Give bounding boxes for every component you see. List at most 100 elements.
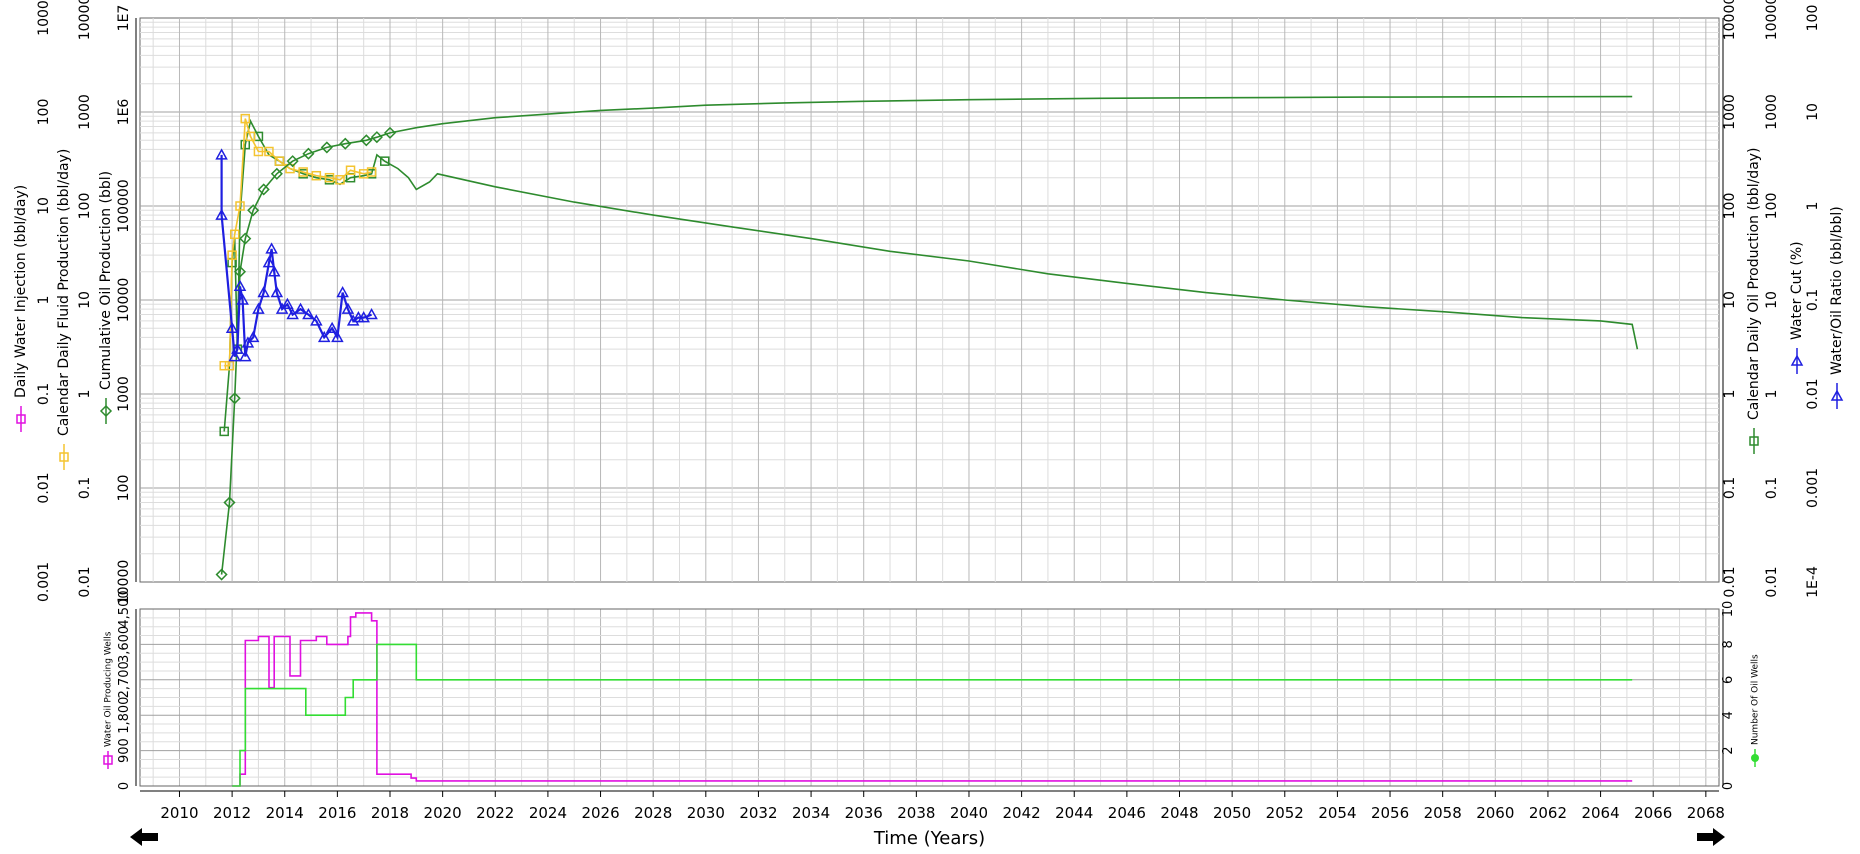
series-line [223, 118, 1639, 432]
data-point [219, 426, 229, 437]
data-point [270, 286, 284, 298]
left-axis-2-tick: 10000 [116, 278, 132, 323]
legend-marker [228, 350, 242, 362]
legend-marker [366, 167, 377, 177]
legend-marker [215, 148, 228, 160]
x-tick-label: 2054 [1318, 804, 1356, 822]
legend-water-oil-wells-label: Water Oil Producing Wells [104, 631, 114, 747]
data-point [311, 170, 322, 181]
upper-grid [139, 17, 1720, 786]
left-axis-0-tick: 10 [36, 197, 52, 215]
legend-marker [215, 568, 228, 581]
legend-marker [233, 265, 247, 278]
scroll-right-button[interactable] [1693, 826, 1727, 850]
wells-left-tick: 2,700 [117, 661, 132, 698]
legend-marker [16, 414, 26, 424]
data-point [285, 163, 295, 174]
data-point [262, 256, 276, 268]
wells-series-1 [232, 643, 1633, 787]
data-point [247, 204, 260, 217]
legend-marker [310, 314, 323, 326]
legend-marker [229, 229, 240, 240]
wells-right-tick: 2 [1721, 746, 1736, 754]
legend-marker [247, 204, 260, 217]
x-tick-label: 2034 [792, 804, 830, 822]
right-axis-2-tick: 0.1 [1805, 289, 1821, 311]
data-point [383, 126, 397, 139]
legend-water-oil-ratio-label: Water/Oil Ratio (bbl/bbl) [1829, 206, 1845, 375]
x-tick-label: 2018 [371, 804, 409, 822]
wells-right-tick: 0 [1721, 782, 1736, 790]
data-point [224, 360, 235, 371]
left-axis-2-tick: 10000 [116, 560, 132, 605]
data-point [228, 350, 242, 362]
arrow-right-icon [1697, 828, 1725, 846]
right-axis-2-tick: 10 [1805, 103, 1821, 121]
legend-marker [223, 496, 236, 509]
data-point [252, 302, 265, 314]
right-axis-0-tick: 0.1 [1722, 477, 1738, 499]
legend-marker [311, 170, 322, 181]
legend-marker [346, 314, 360, 326]
data-point [357, 311, 370, 323]
data-point [281, 297, 294, 310]
left-axis-1-tick: 10000 [77, 0, 93, 40]
legend-marker [246, 330, 260, 343]
data-point [225, 321, 239, 334]
wells-left-tick: 3,600 [117, 626, 132, 663]
data-point [219, 360, 229, 371]
data-point [360, 134, 373, 147]
legend-marker [360, 134, 373, 147]
right-axis-1-tick: 1000 [1764, 94, 1780, 130]
data-point [324, 172, 335, 183]
legend-cumulative-oil-label: Cumulative Oil Production (bbl) [98, 171, 114, 390]
data-point [233, 279, 247, 292]
scroll-left-button[interactable] [128, 826, 162, 850]
legend-marker [252, 302, 265, 314]
left-axis-2-tick: 1000 [116, 376, 132, 412]
right-axis-1-tick: 10000 [1764, 0, 1780, 40]
right-axis-1-tick: 10 [1764, 291, 1780, 309]
data-point [286, 155, 299, 168]
series-3 [215, 148, 378, 362]
data-point [274, 156, 285, 166]
legend-marker [235, 201, 245, 211]
left-axis-0-tick: 0.01 [36, 472, 52, 503]
legend-number-of-oil-wells: Number Of Oil Wells [1751, 654, 1761, 767]
legend-fluid-production: Calendar Daily Fluid Production (bbl/day… [56, 149, 72, 470]
data-point [253, 146, 264, 157]
legend-marker [219, 426, 229, 437]
legend-marker [302, 147, 315, 160]
data-point [215, 148, 228, 160]
data-point [294, 302, 307, 314]
x-tick-label: 2052 [1266, 804, 1304, 822]
right-axis-2-tick: 0.001 [1805, 468, 1821, 508]
left-axis-1-tick: 0.01 [77, 566, 93, 597]
left-axis-2-tick: 100000 [116, 179, 132, 232]
data-point [233, 265, 247, 278]
x-tick-label: 2068 [1687, 804, 1725, 822]
data-point [345, 165, 356, 176]
x-tick-label: 2046 [1108, 804, 1146, 822]
x-tick-label: 2028 [634, 804, 672, 822]
series-1 [219, 113, 377, 371]
right-axis-1-tick: 1 [1764, 390, 1780, 399]
data-point [223, 496, 236, 509]
left-axis-2-tick: 1E7 [116, 5, 132, 32]
x-tick-label: 2066 [1634, 804, 1672, 822]
legend-marker [339, 137, 352, 150]
x-tick-label: 2024 [529, 804, 567, 822]
legend-cumulative-oil: Cumulative Oil Production (bbl) [98, 171, 114, 424]
legend-marker [257, 286, 270, 298]
data-point [228, 392, 241, 405]
legend-marker [1749, 436, 1759, 446]
legend-marker [262, 256, 276, 268]
series-2 [215, 95, 1633, 581]
data-point [265, 242, 278, 254]
data-point [339, 137, 352, 150]
data-point [246, 330, 260, 343]
data-point [302, 147, 315, 160]
left-axis-1-tick: 0.1 [77, 477, 93, 499]
x-tick-label: 2010 [160, 804, 198, 822]
